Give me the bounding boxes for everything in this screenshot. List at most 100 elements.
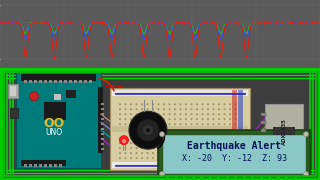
Circle shape [119,142,121,144]
Circle shape [147,113,148,115]
Circle shape [185,118,187,120]
Circle shape [190,103,193,105]
Circle shape [124,118,126,120]
Circle shape [169,152,171,154]
Text: ADXL335: ADXL335 [282,118,286,145]
Circle shape [163,142,165,144]
Bar [66,90,76,98]
Bar [261,121,266,124]
Circle shape [169,123,171,125]
Circle shape [141,108,143,110]
Circle shape [202,103,204,105]
Circle shape [180,123,181,125]
Circle shape [163,152,165,154]
Bar [101,113,104,115]
Circle shape [185,103,187,105]
Circle shape [119,136,129,145]
Circle shape [229,118,231,120]
Bar [101,133,104,135]
Circle shape [223,142,226,144]
Circle shape [180,157,181,159]
Bar [89,80,92,83]
Circle shape [218,108,220,110]
Bar [24,164,27,167]
Circle shape [212,118,214,120]
Bar [54,164,57,167]
Circle shape [218,137,220,139]
Circle shape [146,128,150,132]
Circle shape [157,103,159,105]
Circle shape [157,118,159,120]
Circle shape [135,137,138,139]
Bar [112,90,248,96]
Circle shape [135,152,138,154]
Circle shape [152,118,154,120]
Bar [285,177,288,180]
Circle shape [163,157,165,159]
Circle shape [229,108,231,110]
Circle shape [124,152,126,154]
Circle shape [124,137,126,139]
Circle shape [130,137,132,139]
Circle shape [190,157,193,159]
Text: OO: OO [43,117,64,130]
Circle shape [202,152,204,154]
Circle shape [196,142,198,144]
Circle shape [135,157,138,159]
Circle shape [235,108,236,110]
Bar [243,177,245,180]
Circle shape [190,118,193,120]
Circle shape [218,118,220,120]
Circle shape [141,137,143,139]
Circle shape [152,113,154,115]
Bar [10,108,18,118]
Circle shape [119,113,121,115]
Bar [276,177,279,180]
Bar [232,90,237,168]
Circle shape [130,142,132,144]
Circle shape [147,137,148,139]
Circle shape [130,118,132,120]
Circle shape [147,103,148,105]
Circle shape [119,137,121,139]
Circle shape [185,108,187,110]
Bar [273,127,295,147]
Circle shape [218,103,220,105]
Circle shape [169,108,171,110]
Circle shape [147,123,148,125]
Bar [44,164,46,167]
Circle shape [180,147,181,149]
Circle shape [119,108,121,110]
Circle shape [159,172,164,177]
Circle shape [218,113,220,115]
Circle shape [157,152,159,154]
Circle shape [169,103,171,105]
Circle shape [152,147,154,149]
Circle shape [229,137,231,139]
Circle shape [229,103,231,105]
Bar [101,118,104,120]
Bar [261,137,266,140]
Circle shape [130,147,132,149]
Bar [39,80,42,83]
Circle shape [157,157,159,159]
Bar [268,177,271,180]
Bar [34,164,36,167]
Bar [44,80,46,83]
Circle shape [147,152,148,154]
Bar [101,138,104,140]
Bar [260,177,262,180]
Circle shape [223,103,226,105]
Bar [49,164,52,167]
Circle shape [303,172,308,177]
Circle shape [152,157,154,159]
Circle shape [223,137,226,139]
Circle shape [174,113,176,115]
Circle shape [122,139,126,143]
Circle shape [147,118,148,120]
Circle shape [190,137,193,139]
Circle shape [163,118,165,120]
Circle shape [235,123,236,125]
Circle shape [130,103,132,105]
Bar [238,90,243,168]
